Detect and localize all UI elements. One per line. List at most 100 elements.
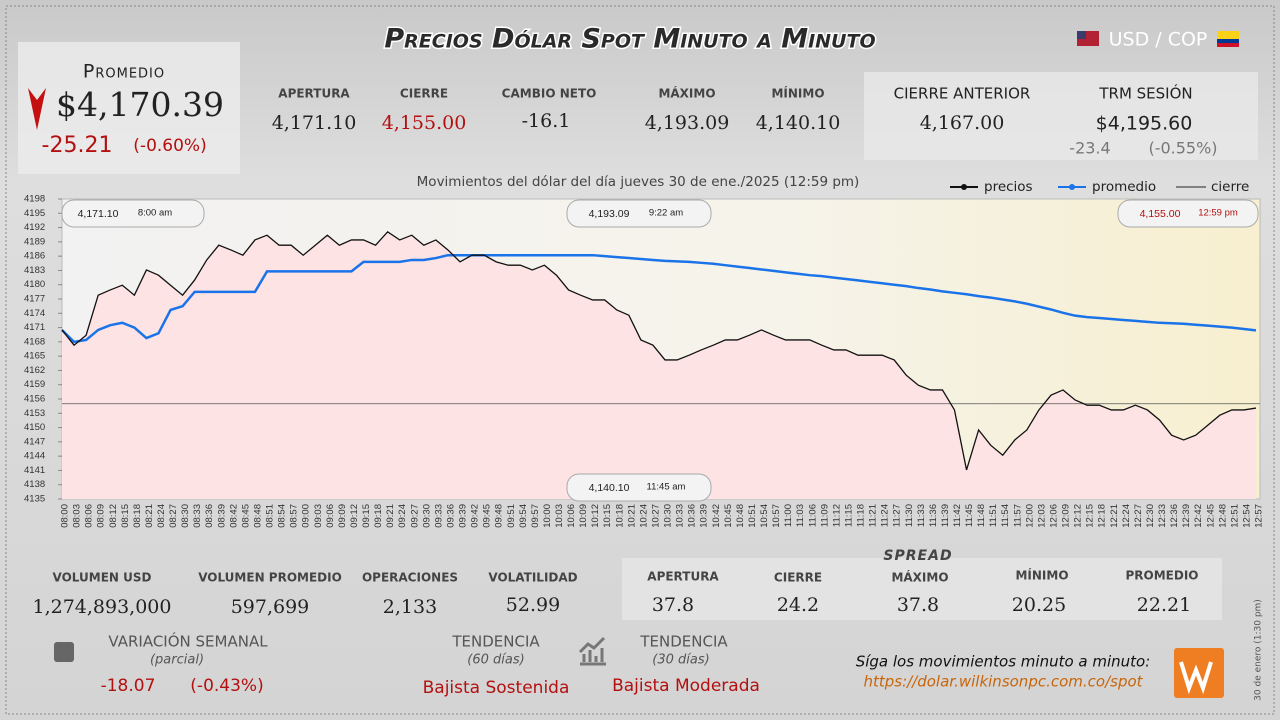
page-title: Precios Dólar Spot Minuto a Minuto xyxy=(384,24,875,55)
volume-value: 1,274,893,000 xyxy=(32,596,171,618)
x-tick-label: 08:51 xyxy=(265,504,276,528)
y-tick-label: 4189 xyxy=(24,236,45,247)
x-tick-label: 09:24 xyxy=(397,504,408,528)
trm-value: $4,195.60 xyxy=(1096,113,1193,135)
x-tick-label: 11:36 xyxy=(928,504,939,527)
x-tick-label: 10:45 xyxy=(723,504,734,528)
x-tick-label: 09:39 xyxy=(458,504,469,528)
x-tick-label: 09:57 xyxy=(530,504,541,528)
x-tick-label: 12:57 xyxy=(1254,504,1265,528)
annotation-time: 8:00 am xyxy=(138,208,172,219)
y-tick-label: 4165 xyxy=(24,351,45,362)
annotation-box xyxy=(61,199,205,228)
spread-label: MÍNIMO xyxy=(1015,568,1068,583)
x-tick-label: 10:09 xyxy=(578,504,589,528)
series-line xyxy=(61,253,1257,344)
y-tick-label: 4156 xyxy=(24,394,45,405)
x-tick-label: 09:51 xyxy=(506,504,517,528)
x-tick-label: 09:45 xyxy=(482,504,493,528)
x-tick-label: 08:00 xyxy=(60,504,71,528)
weekly-change: -18.07 xyxy=(101,676,156,696)
x-tick-label: 11:24 xyxy=(880,504,891,527)
x-tick-label: 11:39 xyxy=(940,504,951,527)
volume-label: VOLATILIDAD xyxy=(488,571,577,585)
x-tick-label: 08:21 xyxy=(144,504,155,528)
spread-title: SPREAD xyxy=(883,548,952,564)
promedio-label: Promedio xyxy=(83,61,165,83)
x-tick-label: 11:18 xyxy=(856,504,867,527)
promedio-change: -25.21 xyxy=(42,133,113,158)
us-flag-canton xyxy=(1077,31,1086,39)
x-tick-label: 11:54 xyxy=(1000,504,1011,527)
stat-value: -16.1 xyxy=(522,110,571,132)
volume-label: OPERACIONES xyxy=(362,571,458,585)
spread-label: MÁXIMO xyxy=(891,570,948,585)
trend-value: Bajista Sostenida xyxy=(423,678,570,698)
x-tick-label: 12:12 xyxy=(1073,504,1084,528)
x-tick-label: 11:30 xyxy=(904,504,915,527)
x-tick-label: 12:36 xyxy=(1169,504,1180,528)
volume-label: VOLUMEN PROMEDIO xyxy=(198,571,342,585)
trm-change: -23.4 xyxy=(1069,139,1110,158)
currency-pair: USD / COP xyxy=(1109,29,1208,51)
x-tick-label: 10:48 xyxy=(735,504,746,528)
x-tick-label: 10:54 xyxy=(759,504,770,528)
y-tick-label: 4198 xyxy=(24,194,45,205)
promedio-value: $4,170.39 xyxy=(56,85,224,124)
trend-label: TENDENCIA xyxy=(451,633,540,651)
x-tick-label: 11:45 xyxy=(964,504,975,527)
trm-label: TRM SESIÓN xyxy=(1098,84,1192,103)
spread-value: 22.21 xyxy=(1137,594,1191,616)
timestamp-note: 30 de enero (1:30 pm) xyxy=(1254,599,1264,701)
trend-label: TENDENCIA xyxy=(639,633,728,651)
x-tick-label: 08:42 xyxy=(228,504,239,528)
stat-label: MÍNIMO xyxy=(771,86,824,101)
x-tick-label: 09:36 xyxy=(445,504,456,528)
x-tick-label: 11:48 xyxy=(976,504,987,527)
x-tick-label: 09:03 xyxy=(313,504,324,528)
footer-cta: Síga los movimientos minuto a minuto: xyxy=(856,653,1151,671)
x-tick-label: 08:06 xyxy=(84,504,95,528)
x-tick-label: 08:57 xyxy=(289,504,300,528)
weekly-change-pct: (-0.43%) xyxy=(190,676,263,696)
co-flag xyxy=(1217,31,1239,39)
x-tick-label: 11:09 xyxy=(819,504,830,527)
x-tick-label: 09:48 xyxy=(494,504,505,528)
x-tick-label: 11:03 xyxy=(795,504,806,527)
footer-link[interactable]: https://dolar.wilkinsonpc.com.co/spot xyxy=(863,673,1143,691)
y-tick-label: 4168 xyxy=(24,336,45,347)
x-tick-label: 09:09 xyxy=(337,504,348,528)
x-tick-label: 08:24 xyxy=(156,504,167,528)
x-tick-label: 08:39 xyxy=(216,504,227,528)
prev-close-value: 4,167.00 xyxy=(920,112,1005,134)
x-tick-label: 09:18 xyxy=(373,504,384,528)
trend-icon xyxy=(578,636,606,666)
x-tick-label: 11:57 xyxy=(1012,504,1023,527)
x-tick-label: 10:00 xyxy=(542,504,553,528)
legend-label: cierre xyxy=(1211,179,1249,195)
trend-period: (30 días) xyxy=(652,653,709,668)
x-tick-label: 11:51 xyxy=(988,504,999,527)
annotation-value: 4,140.10 xyxy=(589,482,630,494)
annotation-value: 4,155.00 xyxy=(1140,208,1181,220)
annotation-box xyxy=(566,473,712,502)
stat-value: 4,155.00 xyxy=(382,112,467,134)
y-tick-label: 4174 xyxy=(24,308,45,319)
x-tick-label: 09:12 xyxy=(349,504,360,528)
x-tick-label: 12:03 xyxy=(1036,504,1047,528)
x-tick-label: 12:39 xyxy=(1181,504,1192,528)
weekly-note: (parcial) xyxy=(150,653,204,668)
x-tick-label: 12:45 xyxy=(1205,504,1216,528)
stat-label: MÁXIMO xyxy=(658,86,715,101)
x-tick-label: 10:06 xyxy=(566,504,577,528)
x-tick-label: 10:15 xyxy=(602,504,613,528)
co-flag-red xyxy=(1217,43,1239,47)
stat-label: CIERRE xyxy=(400,87,448,101)
y-tick-label: 4141 xyxy=(24,465,45,476)
x-tick-label: 08:18 xyxy=(132,504,143,528)
promedio-change-pct: (-0.60%) xyxy=(133,136,206,156)
x-tick-label: 12:21 xyxy=(1109,504,1120,528)
y-tick-label: 4192 xyxy=(24,222,45,233)
series-line xyxy=(61,231,1257,471)
x-tick-label: 11:00 xyxy=(783,504,794,527)
